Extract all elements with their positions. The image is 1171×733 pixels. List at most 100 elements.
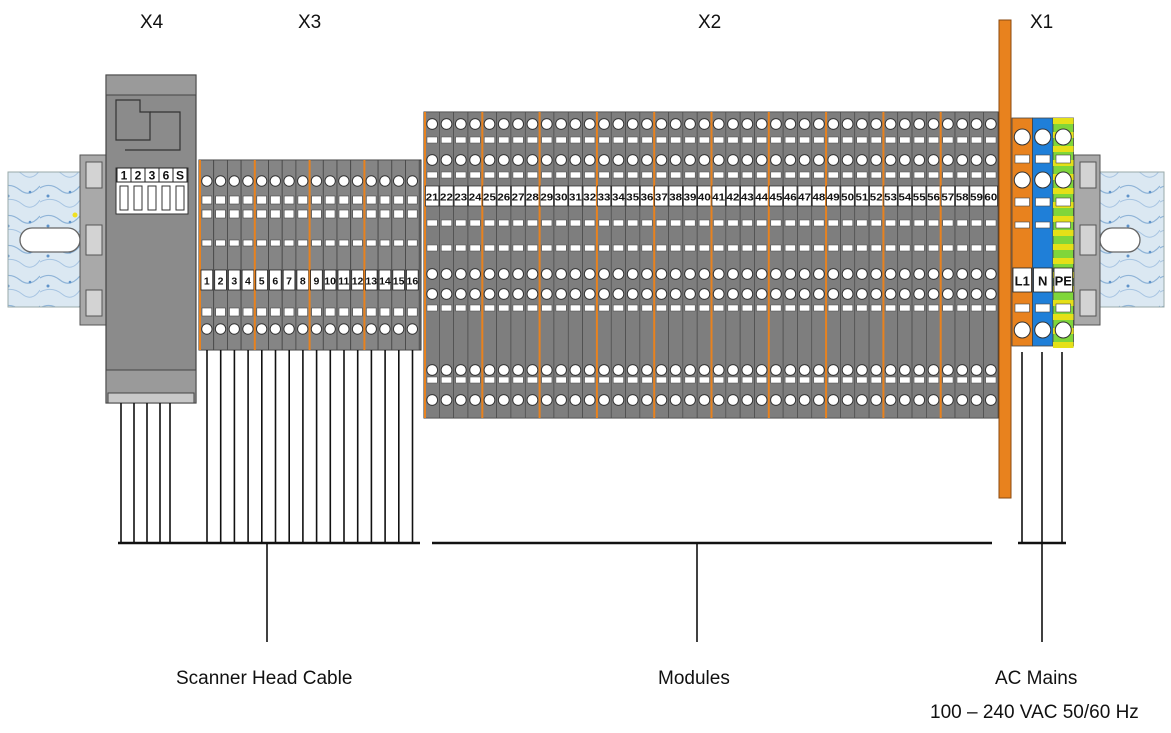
x2-screw [483,268,496,280]
x2-slot [512,304,524,312]
x2-terminal-number: 55 [913,193,926,204]
x3-terminal [254,159,269,351]
x1-pe-stripe [1053,188,1074,194]
x2-screw [941,364,954,376]
x2-slot [942,244,954,252]
x1-slot [1035,197,1051,207]
x2-slot [484,376,495,384]
x3-terminal [268,159,283,351]
x2-terminal-group: 21 22 23 24 25 26 27 28 29 30 31 32 33 34 35 36 37 38 39 40… [423,111,999,419]
x2-terminal-number: 27 [512,193,525,204]
x2-slot [971,219,982,227]
x3-label-box [227,269,241,291]
x2-terminal-number: 33 [598,193,611,204]
x2-slot [956,376,968,384]
x3-slot [229,239,240,247]
x2-screw [612,268,625,280]
x2-slot [527,136,538,144]
x2-slot [784,244,796,252]
x2-slot [570,304,581,312]
x2-slot [570,136,581,144]
x2-slot [584,244,596,252]
x2-slot [813,304,825,312]
x2-screw [555,394,567,406]
x2-slot [570,171,581,179]
x2-slot [842,304,853,312]
x3-screw-bottom [324,323,336,335]
x2-screw [469,154,482,166]
x2-slot [441,171,452,179]
x2-slot [498,219,510,227]
x3-screw-bottom [310,323,323,335]
x2-screw [927,288,940,300]
x2-slot [971,304,982,312]
caption-modules: Modules [658,668,730,689]
x2-slot [584,304,596,312]
x2-screw [555,154,567,166]
x2-screw [884,394,897,406]
x2-screw [684,268,696,280]
x2-slot [455,136,467,144]
end-clamp-right [1073,154,1101,326]
x2-screw [684,154,696,166]
x2-screw [512,288,525,300]
x2-slot [498,376,510,384]
x3-label-box [378,269,392,291]
x2-slot [770,219,782,227]
x2-screw [540,394,553,406]
x2-screw [641,288,653,300]
x1-slot [1014,197,1030,207]
x3-slot [366,239,377,247]
x2-screw [540,268,553,280]
x1-screw-bottom [1054,321,1072,339]
x2-slot [856,244,868,252]
x2-slot [469,376,481,384]
x3-terminal [240,159,256,351]
x2-screw [612,154,625,166]
x2-screw [469,268,482,280]
x2-label-box [725,185,741,207]
x2-slot [899,244,911,252]
x2-screw [941,394,954,406]
x2-label-box [682,185,698,207]
x1-slot [1014,221,1030,229]
x2-slot [913,304,925,312]
x2-screw [454,118,467,130]
x2-screw [526,288,539,300]
x3-terminal-number: 1 [204,276,210,288]
x4-pin-label: 3 [149,169,156,183]
x1-screw-top [1054,128,1072,146]
x2-slot [784,376,796,384]
x2-screw [784,268,797,280]
x2-slot [441,304,452,312]
x2-terminal-number: 30 [555,193,568,204]
x2-screw [598,364,610,376]
x4-pin-slot [175,185,185,211]
x2-slot [527,219,538,227]
x2-slot [741,304,753,312]
x2-screw [684,288,696,300]
x2-slot [899,219,911,227]
x2-slot [727,219,739,227]
x3-screw-top [324,175,336,187]
x2-screw [727,154,739,166]
x2-slot [971,244,982,252]
x2-slot [641,219,653,227]
x2-slot [870,219,882,227]
x2-slot [885,304,896,312]
x2-slot [741,244,753,252]
x2-slot [770,136,782,144]
x2-screw [841,154,854,166]
x2-slot [899,136,911,144]
x2-screw [941,154,954,166]
group-label-x3: X3 [298,12,322,33]
x2-slot [813,219,825,227]
x2-slot [426,136,438,144]
x2-screw [798,268,811,280]
x2-terminal-number: 60 [984,193,997,204]
x2-slot [842,136,853,144]
x2-screw [540,364,553,376]
x2-slot [627,219,639,227]
x2-screw [755,288,768,300]
